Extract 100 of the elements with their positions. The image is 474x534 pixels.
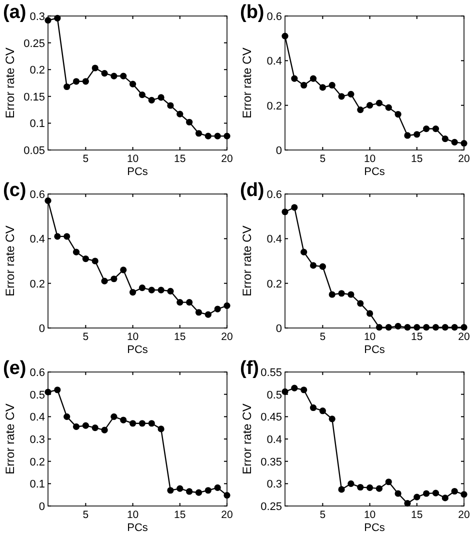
x-tick-label: 20 (458, 153, 470, 165)
point (120, 72, 127, 80)
y-tick-label: 0.5 (30, 389, 45, 402)
point (319, 263, 326, 270)
point (394, 490, 402, 497)
point (376, 100, 383, 106)
y-tick-label: 0.4 (266, 434, 282, 446)
point (158, 426, 164, 432)
point (414, 131, 420, 138)
y-tick-label: 0.2 (30, 64, 45, 77)
point (423, 125, 430, 132)
point (300, 248, 308, 256)
point (338, 290, 345, 297)
chart-title: (e) (3, 358, 26, 379)
point (442, 136, 448, 142)
x-tick-label: 15 (411, 331, 423, 343)
point (376, 485, 383, 492)
point (186, 118, 193, 126)
point (214, 484, 221, 491)
point (357, 106, 364, 114)
point (92, 64, 98, 72)
point (129, 288, 136, 296)
point (148, 96, 155, 104)
point (195, 489, 202, 496)
point (72, 248, 80, 256)
x-tick-label: 10 (126, 509, 139, 521)
point (120, 266, 127, 274)
point (44, 16, 52, 24)
point (310, 262, 317, 269)
point (167, 102, 174, 109)
point (432, 324, 440, 331)
point (414, 494, 420, 500)
chart-title: (f) (240, 358, 259, 379)
point (291, 204, 298, 211)
y-tick-label: 0.35 (260, 456, 282, 468)
point (328, 82, 336, 89)
point (319, 408, 326, 414)
x-axis-title: PCs (127, 166, 148, 178)
point (92, 258, 98, 264)
point (385, 324, 392, 331)
point (414, 324, 420, 331)
y-tick-label: 0.6 (30, 367, 45, 379)
point (357, 484, 364, 491)
x-axis-title: PCs (364, 166, 386, 178)
y-tick-label: 0.05 (24, 145, 45, 157)
point (129, 80, 136, 88)
y-tick-label: 0.4 (266, 234, 282, 246)
point (138, 420, 146, 427)
x-axis-title: PCs (127, 344, 148, 356)
x-tick-label: 5 (82, 153, 89, 165)
point (129, 420, 136, 427)
point (451, 138, 458, 146)
point (282, 208, 288, 216)
point (348, 480, 354, 487)
point (423, 490, 430, 497)
point (176, 485, 184, 492)
y-tick-label: 0.1 (30, 118, 45, 130)
y-tick-label: 0.5 (266, 389, 282, 402)
point (167, 288, 174, 294)
point (300, 82, 308, 89)
point (404, 132, 411, 139)
point (357, 300, 364, 307)
point (167, 487, 174, 494)
y-tick-label: 0 (276, 145, 282, 157)
point (291, 75, 298, 82)
point (148, 420, 155, 427)
y-axis-title: Error rate CV (3, 226, 17, 296)
point (101, 426, 108, 434)
point (44, 388, 52, 396)
y-tick-label: 0.4 (30, 234, 45, 246)
point (92, 424, 98, 432)
point (338, 93, 345, 100)
point (110, 276, 118, 282)
x-tick-label: 10 (126, 331, 139, 343)
x-tick-label: 15 (174, 153, 186, 165)
point (319, 84, 326, 91)
point (338, 486, 345, 493)
point (300, 386, 308, 394)
y-tick-label: 0.45 (260, 412, 282, 424)
point (385, 478, 392, 486)
point (204, 311, 212, 318)
point (451, 488, 458, 495)
point (282, 32, 288, 40)
y-tick-label: 0.4 (266, 56, 282, 68)
point (224, 302, 230, 309)
point (82, 255, 89, 262)
point (214, 306, 221, 312)
point (195, 130, 202, 137)
point (404, 324, 411, 331)
point (310, 404, 317, 412)
point (460, 491, 468, 498)
point (138, 91, 146, 98)
x-tick-label: 15 (411, 153, 423, 165)
x-tick-label: 5 (320, 509, 326, 521)
point (72, 78, 80, 85)
point (366, 310, 374, 317)
chart-title: (c) (3, 180, 26, 201)
x-tick-label: 15 (411, 509, 423, 521)
x-axis-title: PCs (127, 522, 148, 534)
point (442, 494, 448, 502)
